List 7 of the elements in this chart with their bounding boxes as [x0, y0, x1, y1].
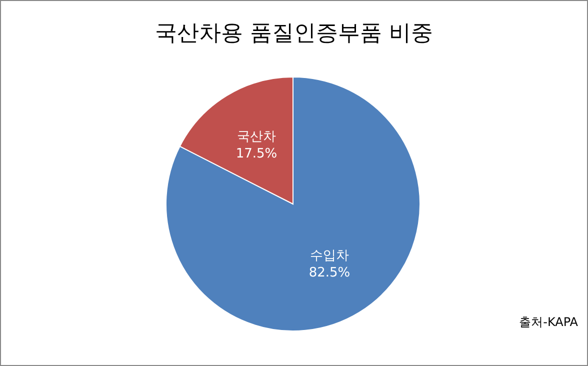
data-label: 17.5% [236, 146, 278, 162]
slice-label: 수입차 [310, 248, 349, 264]
source-note: 출처-KAPA [519, 315, 579, 329]
pie-slice [166, 76, 420, 332]
chart-title: 국산차용 품질인증부품 비중 [155, 21, 433, 46]
data-label: 82.5% [308, 266, 350, 281]
slice-label: 국산차 [237, 129, 276, 144]
